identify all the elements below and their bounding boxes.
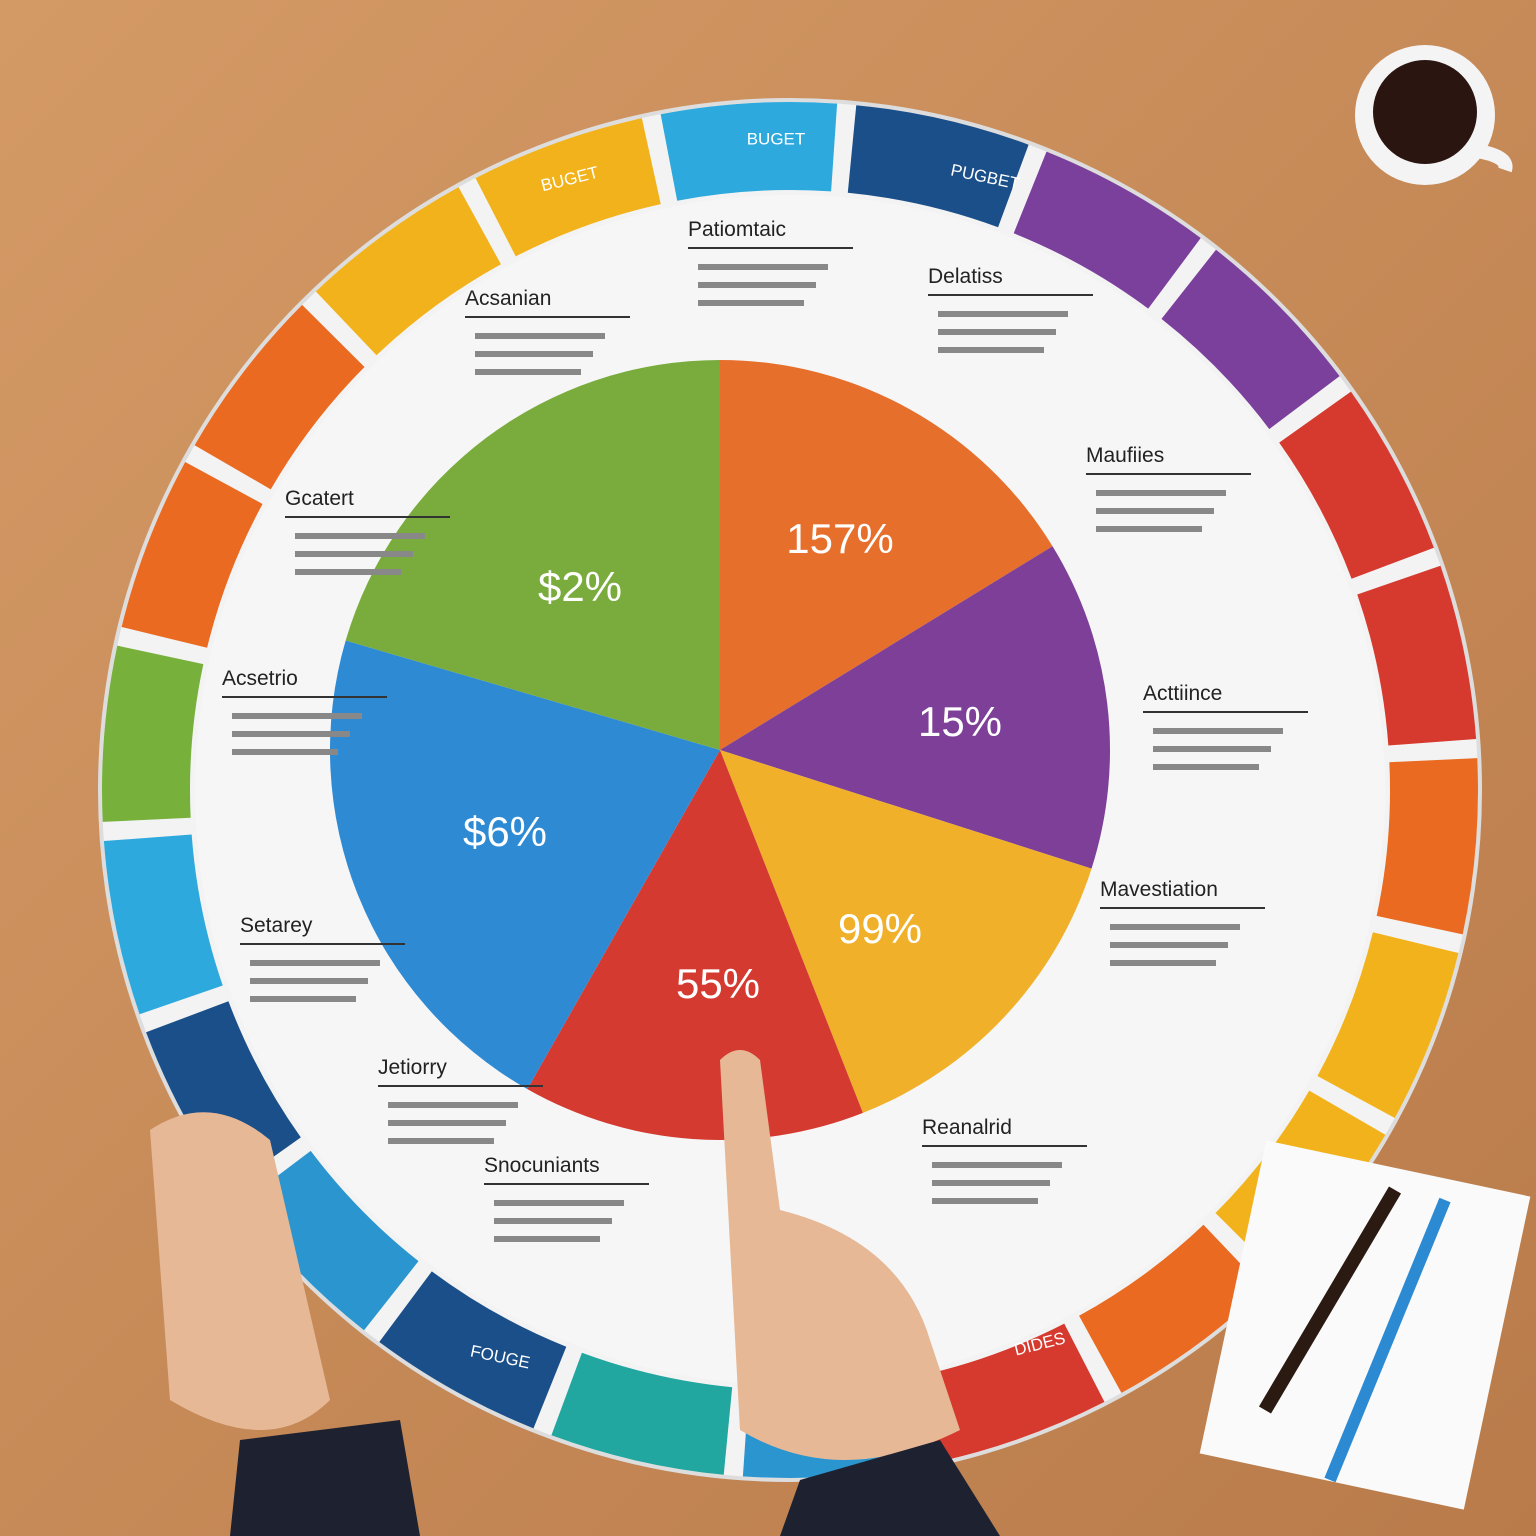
callout-text-line [475, 333, 605, 339]
callout-text-line [494, 1218, 612, 1224]
pie-slice [720, 546, 1110, 869]
ring-segment [919, 1323, 1105, 1462]
hand-left [150, 1112, 330, 1430]
pie-slice [329, 640, 720, 1090]
pencil [1324, 1197, 1451, 1483]
sleeves [230, 1420, 1000, 1536]
ring-segment [475, 118, 661, 257]
ring-segment [1279, 391, 1434, 579]
pie-slice [720, 750, 1092, 1113]
callout-title: Jetiorry [378, 1056, 447, 1079]
callout-title: Snocuniants [484, 1154, 600, 1177]
callout-text-line [1153, 764, 1259, 770]
callout-title: Acsanian [465, 287, 551, 310]
callout-title: Acsetrio [222, 667, 298, 690]
callout-text-line [295, 569, 401, 575]
ring-segment [1079, 1224, 1265, 1393]
callout-text-line [938, 329, 1056, 335]
callout-text-line [1110, 942, 1228, 948]
cup-handle [1469, 143, 1513, 173]
callout-text-line [698, 264, 828, 270]
callout-text-line [1110, 924, 1240, 930]
coffee [1373, 60, 1477, 164]
callout-text-line [250, 978, 368, 984]
ring-segment [1161, 249, 1340, 430]
ring-segment [379, 1271, 567, 1429]
callout-text-line [250, 960, 380, 966]
ring [102, 102, 1478, 1478]
ring-segment [315, 187, 501, 356]
callout-text-line [475, 351, 593, 357]
callout-text-line [698, 282, 816, 288]
callout-text-line [698, 300, 804, 306]
callout-title: Mavestiation [1100, 878, 1218, 901]
pen [1258, 1186, 1402, 1414]
ring-segment [847, 105, 1029, 228]
callout-text-line [932, 1162, 1062, 1168]
ring-segment [551, 1352, 733, 1475]
pie-slice [527, 750, 863, 1141]
callout-title: Delatiss [928, 265, 1003, 288]
callout-text-line [295, 551, 413, 557]
pie-slice [720, 360, 1053, 750]
callout-text-line [232, 713, 362, 719]
callout-text-line [932, 1198, 1038, 1204]
pie-label: 99% [838, 905, 922, 952]
callout-text-line [1153, 746, 1271, 752]
ring-label: BUGET [747, 129, 806, 148]
callout-title: Reanalrid [922, 1116, 1012, 1139]
callout-text-line [494, 1236, 600, 1242]
ring-segment [1376, 758, 1478, 935]
ring-segment [103, 834, 223, 1015]
callout-text-line [388, 1138, 494, 1144]
callout-text-line [295, 533, 425, 539]
callout-text-line [1096, 526, 1202, 532]
ring-segment [1013, 151, 1201, 309]
callout-text-line [388, 1102, 518, 1108]
callout-text-line [932, 1180, 1050, 1186]
pie-label: 157% [786, 515, 893, 562]
callout-title: Patiomtaic [688, 218, 786, 241]
labels: $2%157%15%99%55%$6%BUGETBUGETPUGBETFOUGE… [222, 129, 1308, 1373]
ring-segment [1357, 565, 1477, 746]
callout-text-line [232, 731, 350, 737]
callout-title: Gcatert [285, 487, 354, 510]
ring-segment [121, 462, 263, 648]
ring-segment [660, 102, 838, 201]
callout-text-line [1096, 490, 1226, 496]
ring-segment [1317, 932, 1459, 1118]
callout-title: Acttiince [1143, 682, 1222, 705]
pie-slice [345, 360, 720, 750]
pie-label: 55% [676, 960, 760, 1007]
pie-label: $2% [538, 563, 622, 610]
callout-text-line [938, 311, 1068, 317]
callout-text-line [1110, 960, 1216, 966]
pie [329, 360, 1110, 1141]
ring-segment [240, 1150, 419, 1331]
pie-label: 15% [918, 698, 1002, 745]
callout-text-line [388, 1120, 506, 1126]
callout-text-line [232, 749, 338, 755]
ring-segment [194, 304, 365, 490]
ring-segment [102, 645, 204, 822]
callout-text-line [250, 996, 356, 1002]
hand-right [720, 1050, 960, 1460]
callout-text-line [1096, 508, 1214, 514]
callout-text-line [475, 369, 581, 375]
callout-title: Maufiies [1086, 444, 1164, 467]
notepad [1199, 1140, 1531, 1510]
callout-text-line [938, 347, 1044, 353]
callout-text-line [1153, 728, 1283, 734]
pie-label: $6% [463, 808, 547, 855]
callout-title: Setarey [240, 914, 313, 937]
callout-text-line [494, 1200, 624, 1206]
